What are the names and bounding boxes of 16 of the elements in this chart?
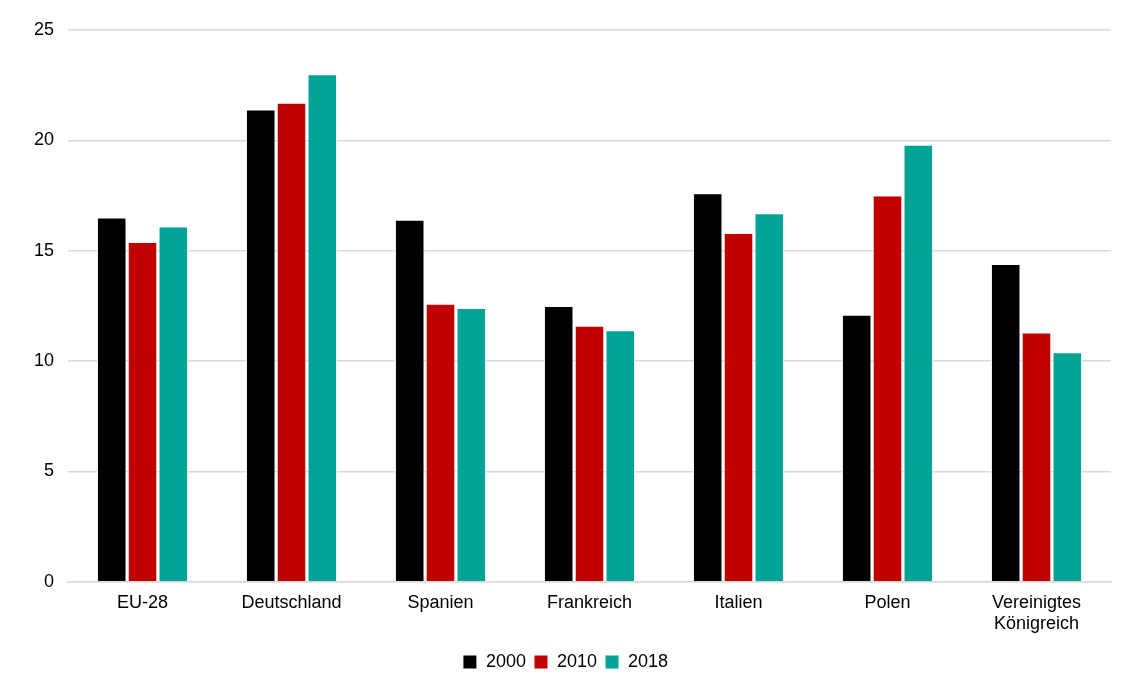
x-tick-label: Frankreich [547, 591, 633, 612]
y-tick-label: 25 [33, 18, 55, 39]
legend-label: 2000 [485, 650, 526, 671]
x-tick-label: Deutschland [241, 591, 342, 612]
y-tick-label: 5 [44, 460, 55, 481]
y-tick-label: 15 [33, 239, 55, 260]
y-tick-label: 0 [44, 570, 55, 591]
x-tick-label: Spanien [407, 591, 474, 612]
y-tick-label: 20 [33, 129, 55, 150]
x-tick-label: Polen [864, 591, 911, 612]
x-tick-label: Vereinigtes Königreich [991, 591, 1082, 634]
y-tick-label: 10 [33, 350, 55, 371]
x-tick-label: Italien [714, 591, 763, 612]
x-tick-label: EU-28 [117, 591, 169, 612]
legend-label: 2018 [628, 650, 669, 671]
legend-label: 2010 [556, 650, 598, 671]
